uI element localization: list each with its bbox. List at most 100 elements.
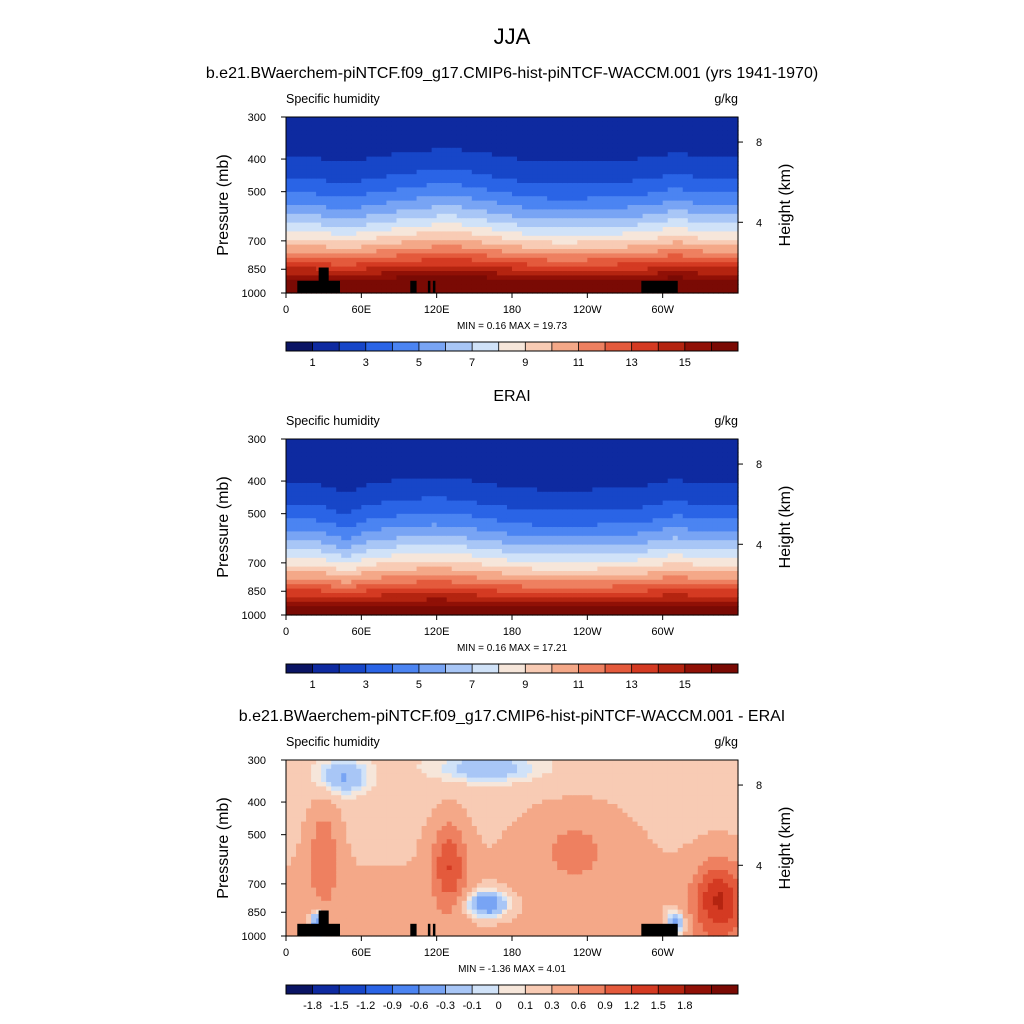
field-cell — [396, 249, 403, 254]
field-cell — [376, 483, 383, 488]
field-cell — [652, 213, 659, 219]
field-cell — [647, 218, 654, 224]
field-cell — [286, 452, 292, 458]
field-cell — [486, 275, 493, 281]
field-cell — [346, 271, 352, 276]
field-cell — [411, 253, 418, 259]
field-cell — [341, 130, 347, 136]
field-cell — [301, 456, 307, 462]
field-cell — [396, 165, 403, 171]
field-cell — [717, 165, 724, 171]
field-cell — [456, 279, 463, 285]
field-cell — [306, 161, 312, 166]
field-cell — [672, 253, 679, 259]
field-cell — [346, 235, 352, 241]
field-cell — [522, 161, 528, 166]
field-cell — [371, 571, 377, 576]
field-cell — [537, 257, 543, 263]
field-cell — [506, 240, 513, 246]
field-cell — [657, 262, 664, 268]
field-cell — [376, 288, 383, 294]
field-cell — [371, 209, 377, 215]
field-cell — [712, 218, 719, 224]
field-cell — [416, 178, 423, 184]
field-cell — [702, 187, 709, 193]
field-cell — [431, 505, 438, 510]
left-string: Specific humidity — [286, 414, 381, 428]
field-cell — [411, 147, 418, 153]
field-cell — [291, 513, 297, 519]
field-cell — [366, 262, 372, 268]
field-cell — [466, 187, 473, 193]
field-cell — [607, 205, 614, 210]
field-cell — [642, 117, 649, 122]
field-cell — [687, 249, 694, 254]
field-cell — [296, 579, 302, 585]
field-cell — [662, 139, 669, 144]
field-cell — [421, 121, 428, 127]
field-cell — [567, 130, 573, 136]
field-cell — [562, 130, 568, 136]
field-cell — [386, 597, 393, 603]
field-cell — [436, 218, 443, 224]
y-tick-label: 300 — [248, 112, 266, 124]
field-cell — [426, 518, 433, 524]
field-cell — [552, 284, 558, 290]
field-cell — [446, 244, 453, 250]
field-cell — [582, 288, 588, 294]
field-cell — [306, 456, 312, 462]
field-cell — [371, 575, 377, 581]
field-cell — [657, 200, 664, 206]
field-cell — [672, 183, 679, 188]
field-cell — [512, 266, 518, 272]
field-cell — [617, 222, 624, 228]
field-cell — [522, 249, 528, 254]
field-cell — [697, 178, 704, 184]
field-cell — [416, 125, 423, 131]
field-cell — [597, 235, 603, 241]
field-cell — [311, 588, 317, 594]
field-cell — [411, 588, 418, 594]
field-cell — [532, 271, 538, 276]
field-cell — [366, 279, 372, 285]
field-cell — [441, 174, 448, 180]
field-cell — [727, 130, 734, 136]
field-cell — [321, 218, 327, 224]
field-cell — [446, 222, 453, 228]
field-cell — [396, 584, 403, 590]
field-cell — [416, 209, 423, 215]
field-cell — [411, 483, 418, 488]
field-cell — [401, 196, 408, 202]
field-cell — [381, 235, 388, 241]
field-cell — [301, 522, 307, 528]
field-cell — [501, 253, 508, 259]
field-cell — [677, 262, 684, 268]
field-cell — [547, 213, 553, 219]
field-cell — [386, 452, 393, 458]
field-cell — [476, 205, 483, 210]
field-cell — [381, 544, 388, 550]
field-cell — [356, 178, 362, 184]
field-cell — [632, 187, 639, 193]
field-cell — [361, 505, 367, 510]
field-cell — [607, 240, 614, 246]
field-cell — [301, 240, 307, 246]
field-cell — [496, 178, 503, 184]
field-cell — [572, 279, 578, 285]
field-cell — [612, 200, 619, 206]
field-cell — [577, 178, 583, 184]
field-cell — [517, 178, 523, 184]
field-cell — [567, 178, 573, 184]
field-cell — [396, 518, 403, 524]
field-cell — [517, 174, 523, 180]
field-cell — [677, 187, 684, 193]
field-cell — [421, 279, 428, 285]
field-cell — [647, 249, 654, 254]
colorbar-box — [658, 342, 686, 351]
field-cell — [301, 187, 307, 193]
field-cell — [562, 117, 568, 122]
field-cell — [617, 209, 624, 215]
field-cell — [717, 227, 724, 232]
field-cell — [677, 213, 684, 219]
field-cell — [406, 213, 413, 219]
